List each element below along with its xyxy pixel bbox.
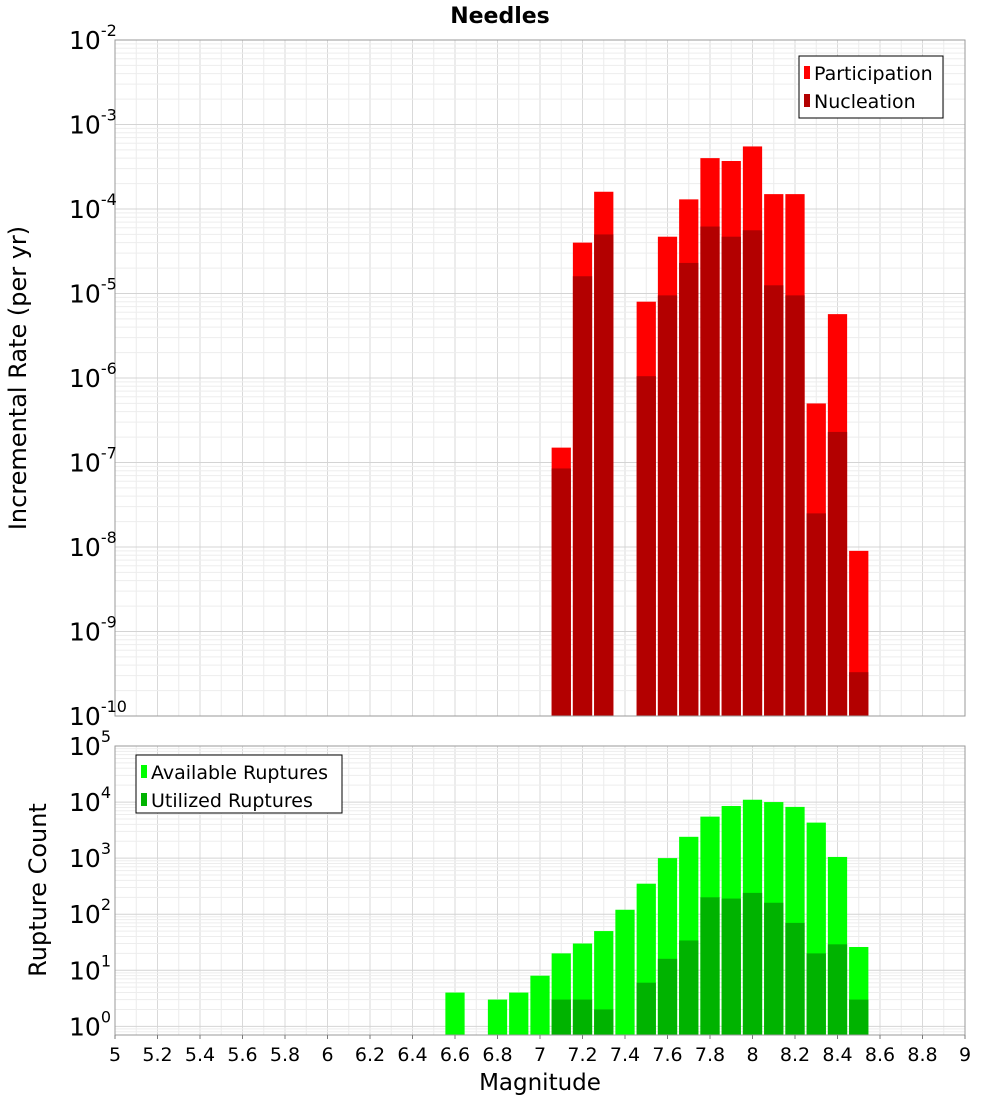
top-y-tick-label: 10-3 [69, 106, 117, 140]
bottom-bar-utilized-ruptures [657, 958, 678, 1035]
bottom-x-tick-label: 6.4 [397, 1044, 427, 1066]
top-bar-nucleation [636, 376, 656, 716]
top-bar-nucleation [764, 285, 784, 716]
bottom-x-tick-label: 5 [109, 1044, 121, 1066]
top-bar-nucleation [806, 513, 826, 716]
bottom-x-tick-label: 6 [321, 1044, 333, 1066]
top-bar-nucleation [721, 236, 741, 716]
bottom-y-tick-label: 104 [69, 783, 111, 817]
bottom-x-tick-label: 7.6 [652, 1044, 682, 1066]
bottom-bar-utilized-ruptures [700, 897, 720, 1035]
top-bar-nucleation [700, 226, 720, 716]
top-y-tick-label: 10-9 [69, 613, 117, 647]
bottom-bar-available-ruptures [615, 909, 635, 1035]
top-bars [551, 146, 869, 717]
bottom-y-axis-label: Rupture Count [24, 803, 52, 977]
top-bar-nucleation [827, 431, 848, 716]
bottom-x-tick-label: 7.4 [610, 1044, 640, 1066]
top-y-tick-label: 10-6 [69, 359, 117, 393]
bottom-legend-swatch-utilized-ruptures [141, 793, 147, 806]
bottom-x-tick-label: 9 [959, 1044, 971, 1066]
top-bar-nucleation [849, 672, 869, 716]
top-bar-nucleation [594, 234, 614, 717]
chart-title: Needles [450, 4, 550, 29]
top-y-tick-label: 10-10 [69, 697, 127, 731]
bottom-x-tick-label: 7.8 [695, 1044, 725, 1066]
bottom-bar-utilized-ruptures [636, 982, 656, 1035]
bottom-y-tick-label: 100 [69, 1007, 111, 1041]
bottom-bar-utilized-ruptures [721, 898, 741, 1035]
top-bar-nucleation [657, 295, 678, 716]
bottom-bar-available-ruptures [509, 992, 529, 1035]
bottom-bar-available-ruptures [487, 999, 508, 1035]
bottom-bar-utilized-ruptures [594, 1009, 614, 1035]
top-y-tick-label: 10-5 [69, 275, 117, 309]
bottom-bar-utilized-ruptures [849, 999, 869, 1035]
bottom-legend-box [135, 754, 343, 814]
bottom-bars [445, 799, 869, 1035]
top-plot-border [114, 39, 966, 717]
top-bar-nucleation [742, 230, 763, 716]
top-bar-nucleation [572, 276, 593, 716]
bottom-x-tick-label: 7.2 [567, 1044, 597, 1066]
x-axis-label: Magnitude [479, 1070, 601, 1096]
bottom-x-tick-label: 5.8 [270, 1044, 300, 1066]
top-bar-nucleation [551, 468, 571, 716]
bottom-bar-available-ruptures [530, 975, 550, 1035]
bottom-y-tick-label: 103 [69, 839, 111, 873]
bottom-y-tick-label: 102 [69, 895, 111, 929]
top-legend-box [798, 55, 944, 119]
bottom-x-tick-label: 8.4 [822, 1044, 852, 1066]
bottom-legend: Available Ruptures Utilized Ruptures [135, 754, 343, 814]
top-plot-area: 10-10 10-9 10-8 10-7 10-6 10-5 10-4 10-3 10-2 Par… [69, 21, 966, 731]
top-legend-label-nucleation: Nucleation [814, 91, 916, 113]
bottom-plot-area: 100 101 102 103 104 105 5 5.2 5.4 5.6 5.8 6 6.2 6.4 6.… [69, 727, 971, 1066]
top-y-axis-label: Incremental Rate (per yr) [4, 226, 32, 530]
bottom-bar-utilized-ruptures [764, 902, 784, 1035]
bottom-bar-available-ruptures [445, 992, 465, 1035]
bottom-x-tick-label: 7 [534, 1044, 546, 1066]
bottom-bar-utilized-ruptures [572, 999, 593, 1035]
bottom-x-tick-label: 8.2 [780, 1044, 810, 1066]
top-y-tick-label: 10-2 [69, 21, 117, 55]
bottom-x-tick-label: 8.6 [865, 1044, 895, 1066]
bottom-bar-utilized-ruptures [551, 999, 571, 1035]
top-legend-swatch-nucleation [804, 94, 810, 107]
bottom-bar-utilized-ruptures [679, 940, 699, 1035]
bottom-legend-label-available-ruptures: Available Ruptures [151, 762, 328, 784]
top-legend-label-participation: Participation [814, 63, 933, 85]
bottom-x-tick-label: 6.2 [355, 1044, 385, 1066]
bottom-x-tick-label: 5.4 [185, 1044, 215, 1066]
top-legend: Participation Nucleation [798, 55, 944, 119]
bottom-y-tick-label: 105 [69, 727, 111, 761]
bottom-y-tick-label: 101 [69, 951, 111, 985]
bottom-x-tick-label: 5.6 [227, 1044, 257, 1066]
bottom-bar-available-ruptures [594, 931, 614, 1035]
bottom-legend-label-utilized-ruptures: Utilized Ruptures [151, 790, 313, 812]
bottom-y-ticks: 100 101 102 103 104 105 [69, 727, 111, 1041]
bottom-legend-swatch-available-ruptures [141, 765, 147, 778]
bottom-x-tick-label: 8.8 [907, 1044, 937, 1066]
bottom-x-tick-label: 6.8 [482, 1044, 512, 1066]
bottom-x-tick-label: 5.2 [142, 1044, 172, 1066]
bottom-bar-utilized-ruptures [806, 953, 826, 1035]
top-y-tick-label: 10-8 [69, 528, 117, 562]
top-y-ticks: 10-10 10-9 10-8 10-7 10-6 10-5 10-4 10-3 10-2 [69, 21, 127, 731]
top-y-tick-label: 10-4 [69, 190, 117, 224]
top-y-tick-label: 10-7 [69, 444, 117, 478]
top-bar-nucleation [785, 295, 805, 716]
bottom-bar-utilized-ruptures [827, 944, 848, 1035]
bottom-x-ticks: 5 5.2 5.4 5.6 5.8 6 6.2 6.4 6.6 6.8 7 7.2 7.4 7.6 7.8 8… [109, 1035, 971, 1066]
bottom-bar-utilized-ruptures [742, 892, 763, 1035]
bottom-x-tick-label: 6.6 [440, 1044, 470, 1066]
top-bar-nucleation [679, 262, 699, 716]
bottom-bar-utilized-ruptures [785, 922, 805, 1035]
top-legend-swatch-participation [804, 66, 810, 79]
bottom-x-tick-label: 8 [746, 1044, 758, 1066]
